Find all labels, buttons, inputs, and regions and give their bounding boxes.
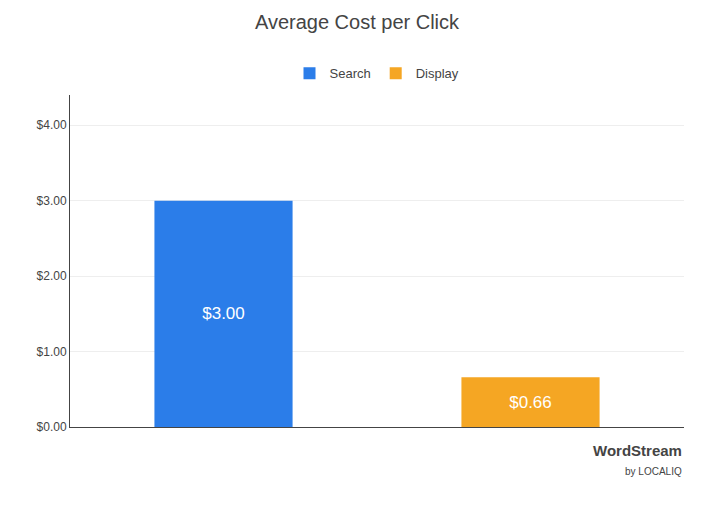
svg-text:WordStream: WordStream [593,442,682,459]
svg-text:$4.00: $4.00 [37,118,67,132]
svg-text:$0.66: $0.66 [509,393,552,412]
svg-text:$3.00: $3.00 [202,304,245,323]
svg-text:Average Cost per Click: Average Cost per Click [255,11,460,33]
svg-text:$0.00: $0.00 [37,420,67,434]
svg-text:by LOCALIQ: by LOCALIQ [625,466,682,477]
svg-text:$2.00: $2.00 [37,269,67,283]
svg-text:$1.00: $1.00 [37,345,67,359]
svg-text:$3.00: $3.00 [37,194,67,208]
svg-text:Display: Display [416,66,459,81]
svg-text:Search: Search [330,66,371,81]
